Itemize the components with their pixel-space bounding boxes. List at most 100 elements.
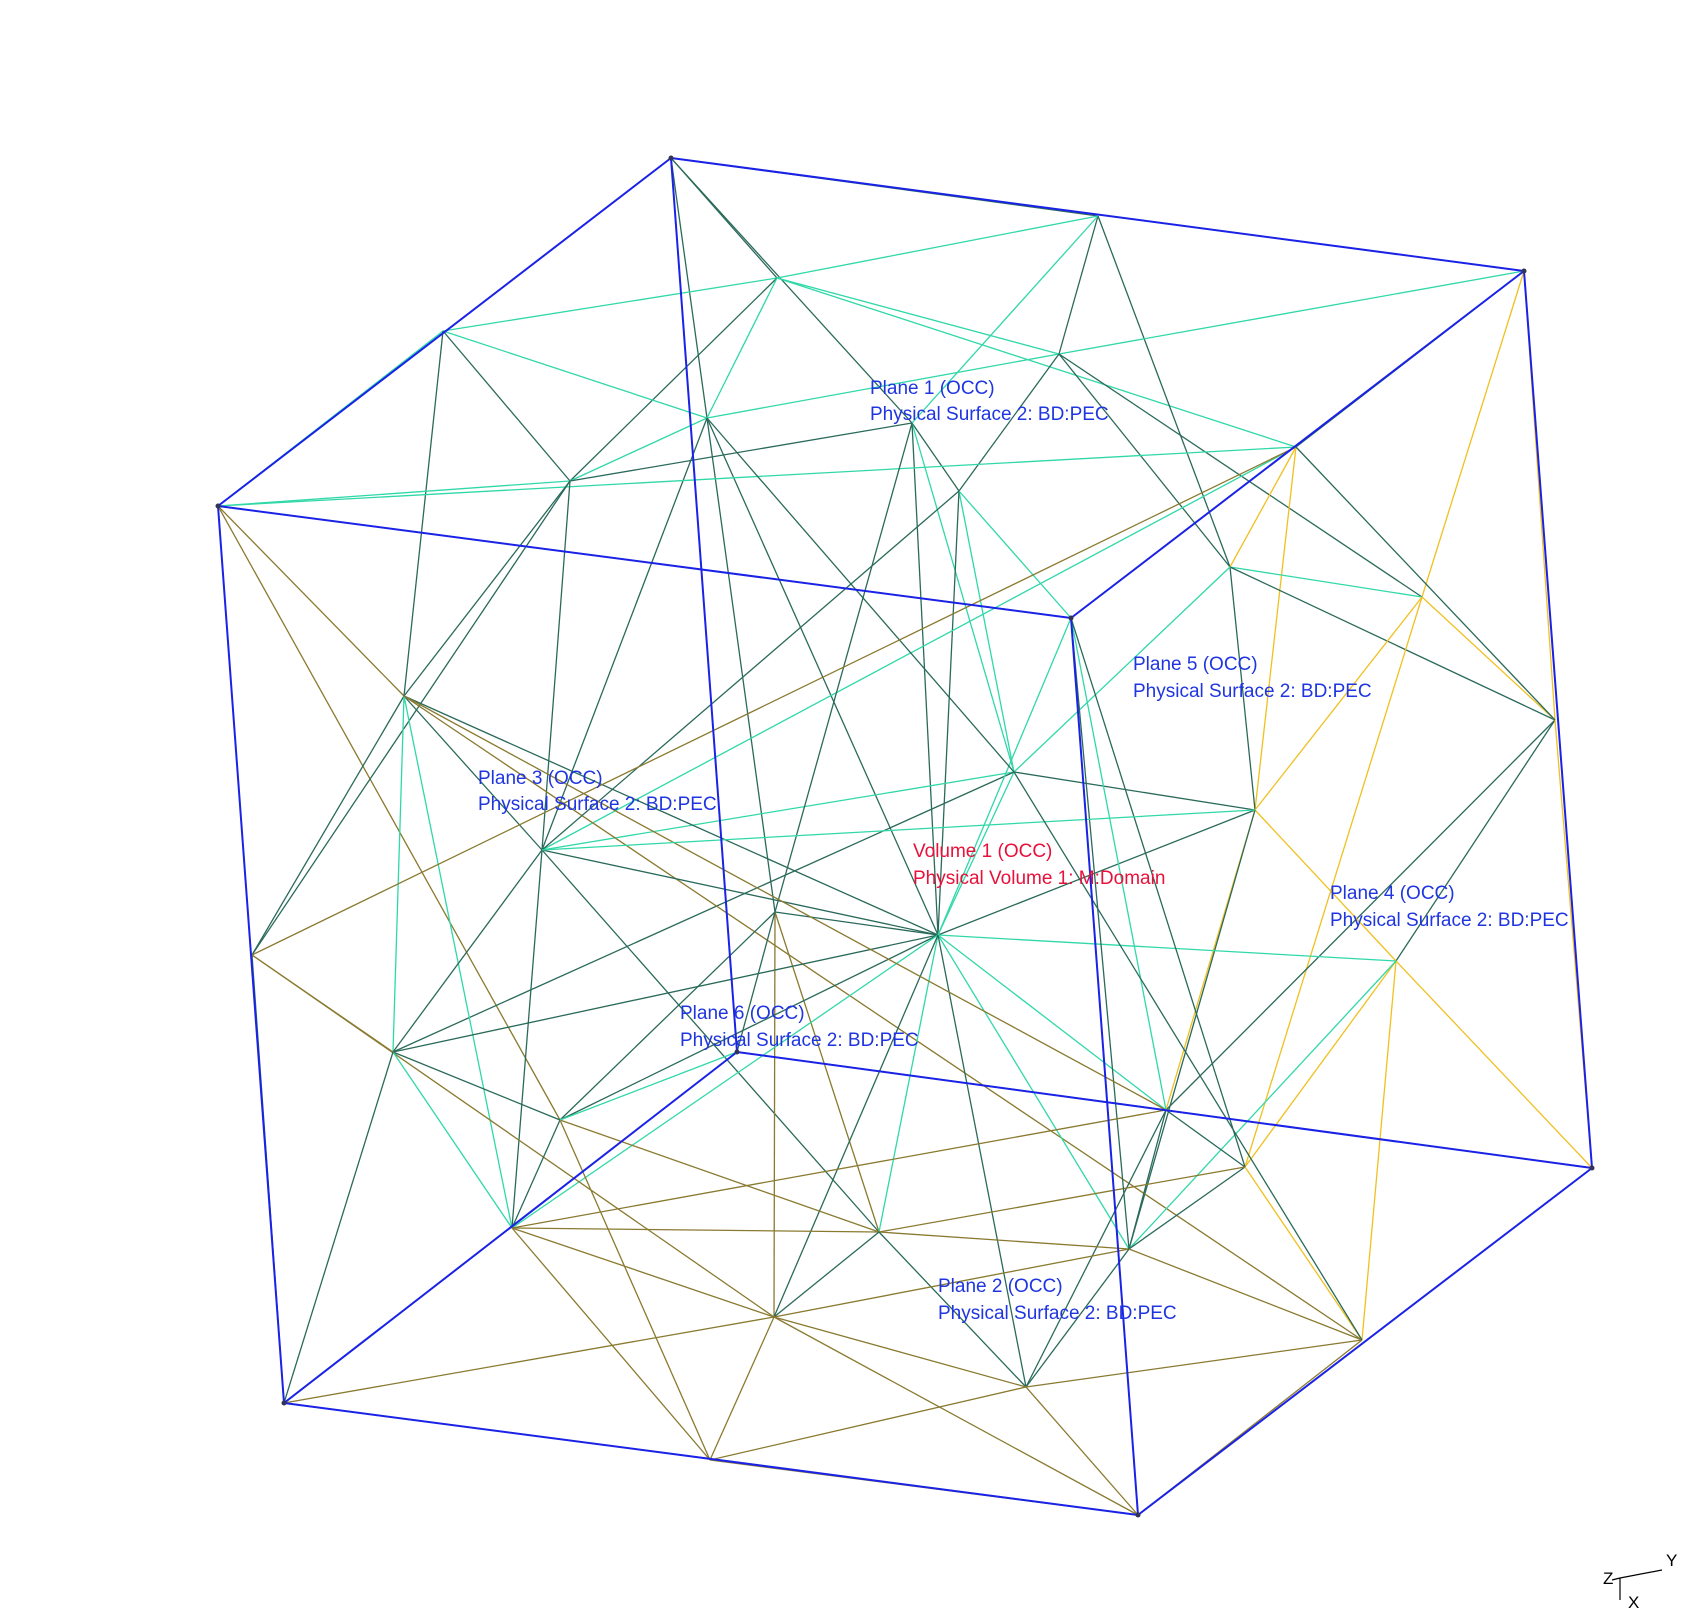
plane-3-name: Plane 3 (OCC)	[478, 768, 603, 789]
mesh-edge	[442, 330, 708, 419]
plane-5-physical: Physical Surface 2: BD:PEC	[1133, 681, 1372, 702]
boundary-edge	[283, 1402, 1139, 1516]
mesh-edge	[511, 849, 543, 1229]
mesh-edge	[911, 422, 939, 936]
mesh-edge	[1229, 566, 1423, 598]
mesh-edge	[1295, 446, 1556, 721]
label-plane-5: Plane 5 (OCC) Physical Surface 2: BD:PEC	[1133, 654, 1372, 702]
mesh-edge	[706, 353, 1060, 419]
mesh-edge	[670, 157, 913, 424]
mesh-edge	[541, 480, 571, 851]
corner-vertex	[281, 1400, 287, 1406]
mesh-edge	[403, 695, 513, 1229]
mesh-edge	[1025, 1109, 1167, 1388]
mesh-edge	[392, 695, 405, 1053]
mesh-edge	[1254, 809, 1397, 962]
label-plane-6: Plane 6 (OCC) Physical Surface 2: BD:PEC	[680, 1003, 919, 1051]
mesh-edge	[1128, 1166, 1246, 1250]
plane-5-name: Plane 5 (OCC)	[1133, 654, 1258, 675]
boundary-edge	[217, 505, 1072, 619]
mesh-edge	[511, 1109, 1167, 1229]
boundary-edge	[217, 505, 285, 1404]
mesh-edge	[511, 1227, 775, 1318]
mesh-edge	[217, 505, 405, 697]
mesh-edge	[706, 417, 939, 936]
label-plane-4: Plane 4 (OCC) Physical Surface 2: BD:PEC	[1330, 883, 1569, 931]
mesh-edge	[1013, 566, 1231, 773]
mesh-edge	[217, 480, 571, 507]
mesh-edge	[878, 934, 939, 1233]
label-plane-3: Plane 3 (OCC) Physical Surface 2: BD:PEC	[478, 768, 717, 815]
mesh-edge	[911, 422, 1015, 773]
axis-y-label: Y	[1666, 1551, 1677, 1570]
mesh-edge	[1254, 596, 1423, 811]
mesh-edge	[773, 1316, 1139, 1516]
mesh-edge	[541, 771, 1015, 851]
mesh-edge	[706, 417, 1015, 773]
mesh-edge	[937, 771, 1015, 936]
corner-vertex	[1589, 1165, 1595, 1171]
mesh-edge	[251, 695, 405, 956]
mesh-edge	[559, 1051, 738, 1121]
mesh-edge	[442, 277, 778, 332]
mesh-edge	[403, 695, 543, 851]
mesh-edge	[559, 934, 939, 1121]
mesh-edge	[251, 480, 571, 956]
mesh-edge	[878, 1166, 1246, 1233]
mesh-edge	[1421, 270, 1525, 598]
mesh-edge	[1229, 446, 1297, 568]
mesh-edge	[403, 330, 444, 697]
mesh-edge	[1128, 1248, 1363, 1341]
mesh-edge	[392, 1051, 513, 1229]
mesh-edge	[937, 617, 1072, 936]
mesh-edge	[541, 849, 880, 1233]
mesh-edge	[706, 277, 778, 419]
mesh-edge	[511, 934, 939, 1229]
mesh-edge	[392, 771, 1015, 1053]
mesh-edge	[1058, 353, 1231, 568]
mesh-edge	[1244, 596, 1423, 1168]
mesh-edge	[541, 417, 708, 851]
corner-vertex	[1068, 615, 1074, 621]
mesh-edge	[403, 695, 1167, 1111]
mesh-edge	[911, 215, 1099, 424]
mesh-edge	[937, 490, 960, 936]
mesh-edge	[283, 1316, 775, 1404]
mesh-edge	[1070, 617, 1246, 1168]
corner-vertex	[1135, 1512, 1141, 1518]
mesh-edge	[1395, 960, 1593, 1169]
mesh-edge	[559, 1119, 880, 1233]
mesh-edge	[541, 490, 960, 851]
corner-vertex	[215, 503, 221, 509]
mesh-edge	[937, 934, 1167, 1111]
mesh-edge	[1058, 215, 1099, 355]
mesh-edge	[937, 934, 1397, 962]
mesh-edge	[1229, 566, 1256, 811]
mesh-edge	[709, 1316, 775, 1461]
mesh-edge	[776, 215, 1099, 279]
mesh-edge	[1070, 617, 1130, 1250]
label-plane-1: Plane 1 (OCC) Physical Surface 2: BD:PEC	[870, 378, 1109, 425]
mesh-edge	[541, 849, 939, 936]
mesh-edge	[392, 934, 939, 1053]
mesh-edge	[1097, 215, 1231, 568]
mesh-edge	[511, 1119, 561, 1229]
boundary-edge	[1137, 1167, 1593, 1516]
mesh-edge	[776, 277, 1060, 355]
mesh-edge	[1025, 1386, 1139, 1516]
mesh-edge	[511, 1227, 711, 1461]
plane-4-name: Plane 4 (OCC)	[1330, 883, 1455, 904]
mesh-edge	[958, 490, 1015, 773]
axis-x-label: X	[1628, 1593, 1639, 1612]
mesh-edge	[1128, 1109, 1167, 1250]
plane-1-name: Plane 1 (OCC)	[870, 378, 995, 399]
corner-vertex	[668, 155, 674, 161]
mesh-edge	[1058, 353, 1423, 598]
boundary-edge	[736, 1051, 1593, 1169]
mesh-edge	[911, 422, 960, 492]
mesh-edge	[1395, 719, 1556, 962]
volume-1-physical: Physical Volume 1: M:Domain	[913, 868, 1165, 889]
mesh-edge	[1128, 809, 1256, 1250]
mesh-edge	[1165, 719, 1556, 1111]
